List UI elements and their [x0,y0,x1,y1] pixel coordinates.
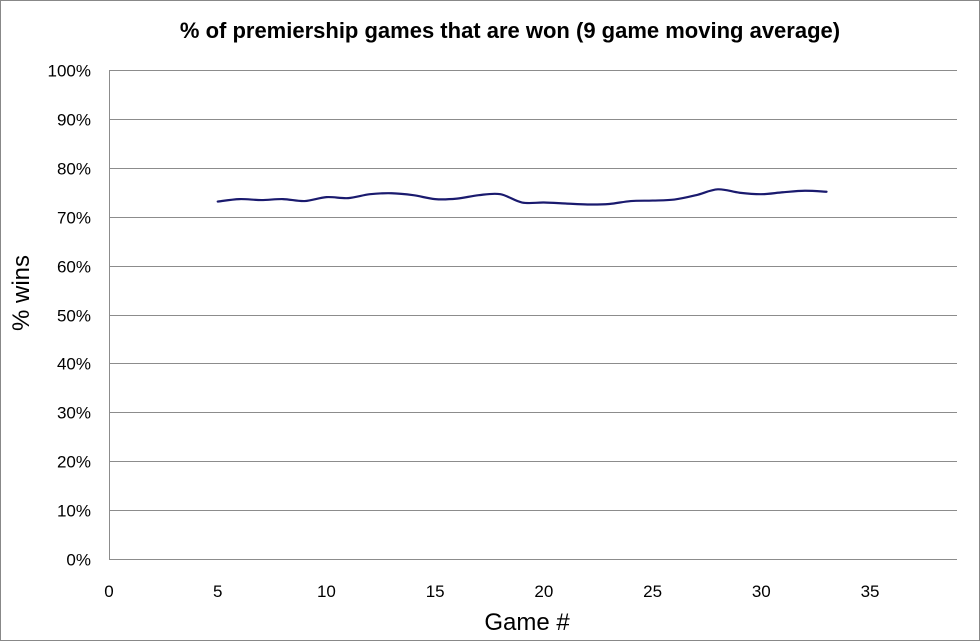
y-tick-label: 0% [66,551,91,570]
y-tick-label: 20% [57,453,91,472]
x-tick-label: 15 [426,582,445,601]
y-tick-label: 40% [57,355,91,374]
y-tick-label: 90% [57,111,91,130]
x-tick-label: 5 [213,582,222,601]
series-line [216,188,828,206]
x-tick-labels: 0 5 10 15 20 25 30 35 [104,582,879,601]
y-tick-label: 30% [57,404,91,423]
series-lines [216,188,828,206]
y-tick-label: 50% [57,307,91,326]
x-tick-label: 20 [534,582,553,601]
x-tick-label: 0 [104,582,113,601]
x-tick-label: 10 [317,582,336,601]
gridlines [109,70,957,560]
x-axis-label: Game # [484,609,570,636]
chart-title: % of premiership games that are won (9 g… [180,18,840,43]
x-tick-label: 30 [752,582,771,601]
y-tick-labels: 0% 10% 20% 30% 40% 50% 60% 70% 80% 90% 100% [48,62,91,570]
y-axis-label: % wins [8,255,35,331]
x-tick-label: 35 [861,582,880,601]
y-tick-label: 10% [57,502,91,521]
x-tick-label: 25 [643,582,662,601]
y-tick-label: 80% [57,160,91,179]
y-tick-label: 100% [48,62,91,81]
y-tick-label: 70% [57,209,91,228]
y-tick-label: 60% [57,258,91,277]
